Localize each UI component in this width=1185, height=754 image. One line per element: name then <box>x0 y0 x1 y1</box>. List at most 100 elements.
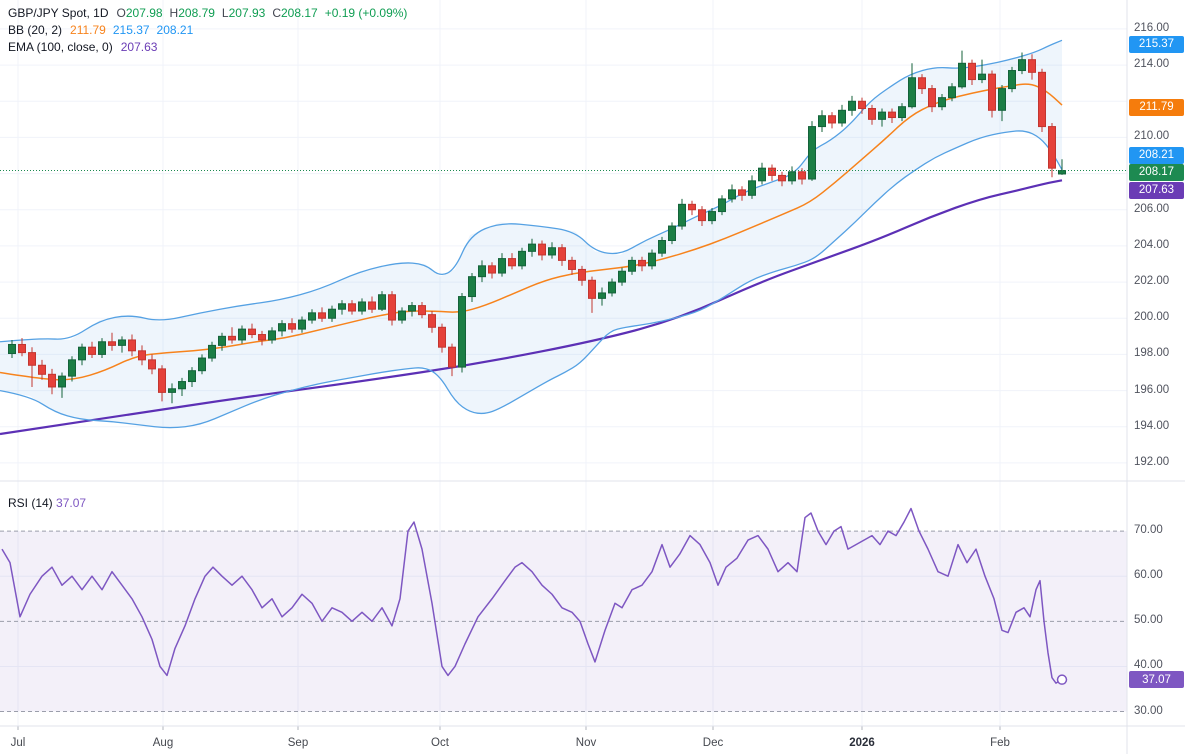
candle-down <box>108 341 116 346</box>
candle-down <box>578 268 586 281</box>
candle-down <box>18 343 26 354</box>
candle-down <box>888 111 896 119</box>
candle-down <box>428 314 436 328</box>
candle-down <box>38 364 46 375</box>
candle-up <box>458 296 466 368</box>
candle-up <box>188 370 196 383</box>
rsi-line <box>1 507 1063 684</box>
candle-down <box>688 203 696 211</box>
candle-up <box>938 97 946 108</box>
candle-down <box>588 279 596 299</box>
candle-up <box>808 126 816 180</box>
candle-up <box>208 344 216 359</box>
candle-up <box>628 259 636 272</box>
candle-up <box>748 180 756 196</box>
candle-down <box>258 334 266 341</box>
candle-up <box>848 100 856 111</box>
candle-up <box>358 301 366 312</box>
candle-up <box>328 308 336 319</box>
candle-up <box>408 305 416 312</box>
candle-down <box>1048 126 1056 169</box>
rsi-last-value-marker <box>1056 674 1068 685</box>
candle-up <box>178 381 186 390</box>
candle-up <box>658 240 666 254</box>
candle-up <box>308 312 316 321</box>
candle-down <box>228 335 236 341</box>
candle-down <box>248 328 256 336</box>
candle-up <box>268 330 276 341</box>
bollinger-fill <box>0 40 1062 429</box>
candle-down <box>388 294 396 321</box>
candle-down <box>1028 59 1036 73</box>
candle-up <box>608 281 616 294</box>
candle-up <box>338 303 346 310</box>
candle-up <box>718 198 726 213</box>
candle-up <box>1018 59 1026 72</box>
candle-down <box>138 350 146 361</box>
candle-up <box>68 359 76 377</box>
candle-up <box>648 252 656 267</box>
candle-up <box>998 88 1006 111</box>
candle-down <box>1038 71 1046 128</box>
candle-down <box>638 259 646 267</box>
candle-down <box>738 189 746 196</box>
candle-up <box>218 335 226 346</box>
candle-up <box>518 250 526 267</box>
candle-up <box>978 73 986 81</box>
candle-up <box>728 189 736 200</box>
candle-down <box>558 247 566 261</box>
candle-down <box>858 100 866 109</box>
candle-down <box>768 167 776 176</box>
candle-up <box>298 319 306 330</box>
candle-down <box>128 339 136 352</box>
candle-up <box>598 292 606 299</box>
candle-up <box>548 247 556 256</box>
candle-up <box>708 211 716 222</box>
candle-down <box>368 301 376 310</box>
candle-up <box>788 171 796 182</box>
candle-down <box>568 259 576 270</box>
candle-up <box>908 77 916 108</box>
candle-up <box>398 310 406 321</box>
candle-up <box>238 328 246 341</box>
candle-up <box>678 203 686 227</box>
candle-up <box>78 346 86 361</box>
candle-up <box>878 111 886 120</box>
candle-down <box>508 258 516 267</box>
candle-up <box>198 357 206 372</box>
candle-up <box>528 243 536 252</box>
candle-down <box>538 243 546 256</box>
candle-down <box>318 312 326 319</box>
candle-up <box>378 294 386 310</box>
candle-up <box>478 265 486 278</box>
candle-down <box>928 88 936 108</box>
candle-down <box>488 265 496 274</box>
candle-down <box>288 323 296 330</box>
candle-up <box>58 375 66 388</box>
candle-down <box>868 107 876 120</box>
candle-up <box>838 109 846 124</box>
candle-down <box>698 209 706 222</box>
candle-up <box>1008 70 1016 90</box>
candle-up <box>278 323 286 332</box>
candle-down <box>48 373 56 388</box>
candle-up <box>8 343 16 355</box>
candle-up <box>618 270 626 283</box>
candle-up <box>948 86 956 99</box>
candle-down <box>968 62 976 81</box>
candle-down <box>988 73 996 111</box>
candle-down <box>88 346 96 355</box>
candle-down <box>448 346 456 368</box>
candle-up <box>958 62 966 88</box>
candle-down <box>148 359 156 370</box>
candle-down <box>778 174 786 182</box>
candle-down <box>438 326 446 348</box>
candle-up <box>118 339 126 346</box>
bollinger-lower-line <box>0 130 1063 429</box>
candle-down <box>418 305 426 316</box>
candle-up <box>498 258 506 274</box>
candle-up <box>758 167 766 182</box>
candle-up <box>468 276 476 298</box>
